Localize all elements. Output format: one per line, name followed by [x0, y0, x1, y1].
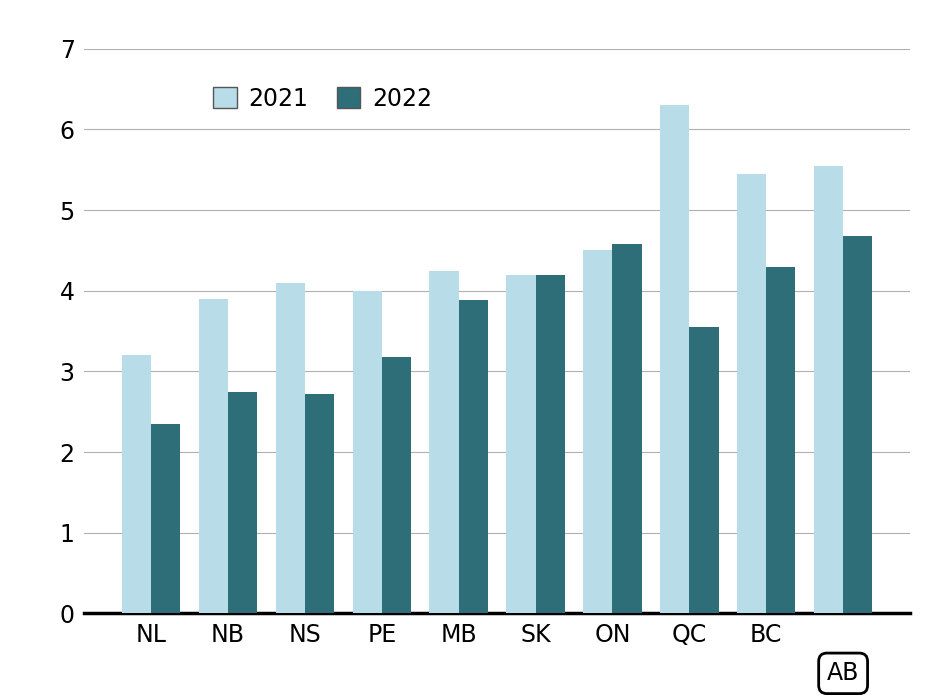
Bar [353, 291, 382, 613]
Bar [583, 250, 613, 613]
Bar [536, 275, 565, 613]
Bar [814, 166, 843, 613]
Bar [507, 275, 536, 613]
Legend: 2021, 2022: 2021, 2022 [204, 77, 442, 121]
Bar [660, 105, 689, 613]
Bar [122, 355, 151, 613]
Bar [228, 392, 257, 613]
Bar [151, 424, 180, 613]
Bar [382, 357, 411, 613]
Bar [843, 236, 872, 613]
Bar [305, 394, 334, 613]
Text: AB: AB [827, 661, 859, 685]
Bar [276, 283, 305, 613]
Bar [199, 299, 228, 613]
Bar [613, 244, 642, 613]
Bar [459, 300, 488, 613]
Bar [766, 266, 795, 613]
Bar [737, 174, 766, 613]
Bar [689, 327, 719, 613]
Bar [430, 270, 459, 613]
